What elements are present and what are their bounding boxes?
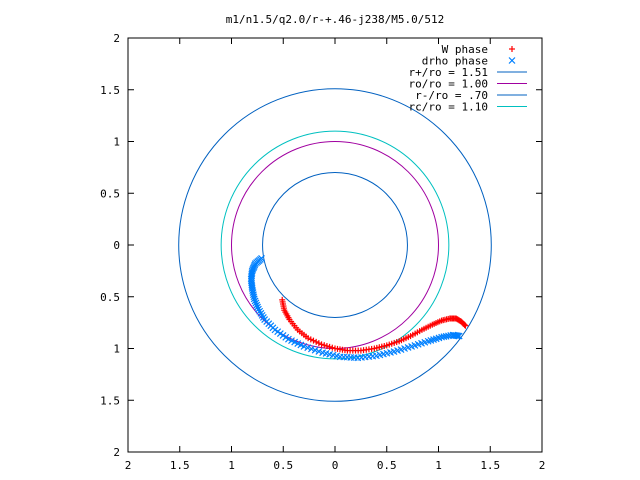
- drho-phase-point: [453, 332, 461, 340]
- legend-marker-cross-b: [508, 57, 516, 64]
- legend-label: r+/ro = 1.51: [409, 66, 488, 79]
- cross-stroke-b: [453, 332, 461, 340]
- reference-circle: [178, 88, 492, 402]
- cross-stroke-b: [322, 350, 330, 357]
- drho-phase-point: [304, 344, 312, 352]
- cross-stroke-b: [294, 340, 302, 347]
- w-phase-point: [307, 336, 314, 343]
- cross-stroke-b: [438, 333, 446, 341]
- cross-stroke-b: [454, 332, 462, 340]
- w-phase-point: [321, 342, 328, 349]
- y-tick-label: 1.5: [100, 84, 120, 97]
- x-tick-label: 1: [435, 459, 442, 472]
- cross-stroke-b: [455, 332, 463, 340]
- data-points: [247, 255, 469, 362]
- drho-phase-point: [454, 332, 462, 340]
- w-phase-point: [313, 338, 320, 345]
- cross-stroke-b: [291, 338, 299, 346]
- w-phase-point: [310, 337, 317, 344]
- drho-phase-point: [254, 303, 262, 311]
- legend-label: r-/ro = .70: [415, 89, 488, 102]
- cross-stroke-b: [307, 345, 315, 353]
- y-tick-label: 0.5: [100, 187, 120, 200]
- drho-phase-point: [300, 343, 308, 350]
- cross-stroke-b: [285, 335, 292, 343]
- y-tick-label: 1.5: [100, 394, 120, 407]
- drho-phase-point: [252, 299, 260, 307]
- w-phase-point: [318, 341, 325, 348]
- legend-label: W phase: [442, 43, 488, 56]
- cross-stroke-b: [311, 346, 319, 354]
- cross-stroke-b: [440, 333, 448, 341]
- cross-stroke-b: [251, 297, 259, 305]
- legend-label: ro/ro = 1.00: [409, 78, 488, 91]
- y-tick-label: 2: [113, 32, 120, 45]
- drho-phase-point: [253, 301, 261, 309]
- cross-stroke-b: [315, 347, 323, 355]
- x-tick-label: 1: [228, 459, 235, 472]
- drho-phase-point: [251, 297, 259, 305]
- drho-phase-point: [311, 346, 319, 354]
- cross-stroke-b: [297, 341, 305, 349]
- cross-stroke-b: [329, 351, 337, 359]
- cross-stroke-b: [288, 337, 295, 345]
- cross-stroke-b: [252, 299, 260, 307]
- cross-stroke-b: [452, 332, 459, 339]
- cross-stroke-b: [254, 303, 262, 311]
- cross-stroke-b: [304, 344, 312, 352]
- x-tick-label: 1.5: [170, 459, 190, 472]
- cross-stroke-b: [253, 301, 261, 309]
- y-tick-label: 1: [113, 136, 120, 149]
- x-tick-label: 1.5: [480, 459, 500, 472]
- cross-stroke-b: [300, 343, 308, 350]
- reference-circle: [220, 130, 450, 360]
- w-phase-point: [305, 335, 312, 342]
- drho-phase-point: [315, 347, 323, 355]
- w-phase-point: [461, 321, 468, 328]
- legend-label: rc/ro = 1.10: [409, 101, 488, 114]
- y-tick-label: 2: [113, 446, 120, 459]
- drho-phase-point: [307, 345, 315, 353]
- x-tick-label: 2: [125, 459, 132, 472]
- w-phase-point: [315, 340, 322, 347]
- drho-phase-point: [250, 295, 258, 303]
- legend-label: drho phase: [422, 55, 488, 68]
- chart-title: m1/n1.5/q2.0/r-+.46-j238/M5.0/512: [226, 13, 445, 26]
- x-tick-label: 2: [539, 459, 546, 472]
- w-phase-point: [462, 322, 469, 329]
- x-tick-label: 0.5: [273, 459, 293, 472]
- w-phase-point: [323, 343, 330, 350]
- y-tick-label: 0.5: [100, 291, 120, 304]
- drho-phase-point: [455, 332, 463, 340]
- y-tick-label: 0: [113, 239, 120, 252]
- cross-stroke-b: [442, 332, 450, 340]
- cross-stroke-b: [250, 295, 258, 303]
- cross-stroke-b: [445, 332, 452, 340]
- x-tick-label: 0: [332, 459, 339, 472]
- cross-stroke-b: [333, 352, 341, 360]
- w-phase-point: [326, 343, 333, 350]
- cross-stroke-b: [250, 293, 258, 301]
- cross-stroke-b: [319, 349, 327, 357]
- cross-stroke-b: [326, 350, 334, 358]
- reference-circle: [262, 172, 408, 318]
- drho-phase-point: [250, 293, 258, 301]
- axis-ticks: 2 1.5 1 0.5 0 0.5 1 1.5 221.510.500.511.52: [100, 32, 545, 472]
- y-tick-label: 1: [113, 343, 120, 356]
- w-phase-point: [329, 344, 336, 351]
- x-tick-label: 0.5: [377, 459, 397, 472]
